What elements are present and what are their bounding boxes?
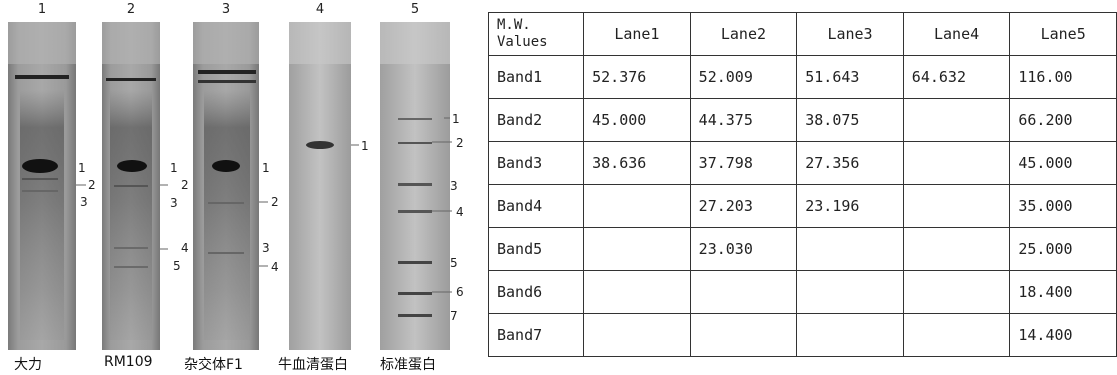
band-label: 4	[181, 241, 189, 255]
lane-3-gel	[193, 22, 259, 350]
value-cell	[902, 270, 1011, 314]
lane-caption: 牛血清蛋白	[278, 357, 348, 373]
value-cell	[902, 98, 1011, 142]
band-label: 3	[170, 196, 178, 210]
lane-1-gel	[8, 22, 76, 350]
value-cell: 25.000	[1009, 227, 1117, 271]
band-label: 1	[361, 139, 369, 153]
column-header: Lane4	[902, 12, 1011, 56]
table-row: Band7 14.400	[487, 313, 1117, 357]
value-cell: 18.400	[1009, 270, 1117, 314]
value-cell: 51.643	[796, 55, 904, 99]
gel-figure: 1 2 3 4 5 大力 RM109 杂交体F1 牛血清蛋白 标准蛋白 1 2 …	[0, 0, 490, 375]
lane-number: 2	[126, 2, 136, 17]
value-cell: 52.009	[689, 55, 798, 99]
value-cell	[796, 313, 904, 357]
value-cell: 45.000	[1009, 141, 1117, 185]
value-cell: 38.075	[796, 98, 904, 142]
value-cell: 52.376	[583, 55, 691, 99]
column-header: Lane2	[689, 12, 798, 56]
row-header-cell: Band6	[487, 270, 585, 314]
table-body: Band1 52.376 52.009 51.643 64.632 116.00 Band2…	[487, 55, 1117, 357]
band-label: 3	[450, 179, 458, 193]
lane-number: 5	[410, 2, 420, 17]
band-label: 7	[450, 309, 458, 323]
band-label: 1	[262, 161, 270, 175]
value-cell: 37.798	[689, 141, 798, 185]
mw-values-table: M.W. Values Lane1 Lane2 Lane3 Lane4 Lane…	[487, 12, 1117, 357]
value-cell	[796, 270, 904, 314]
table-header-row: M.W. Values Lane1 Lane2 Lane3 Lane4 Lane…	[487, 12, 1117, 56]
row-header-cell: Band7	[487, 313, 585, 357]
band-label: 2	[88, 178, 96, 192]
lane-number: 1	[37, 2, 47, 17]
value-cell: 116.00	[1009, 55, 1117, 99]
row-header-cell: Band5	[487, 227, 585, 271]
corner-label-line2: Values	[497, 34, 548, 50]
value-cell	[902, 184, 1011, 228]
value-cell: 66.200	[1009, 98, 1117, 142]
value-cell	[902, 227, 1011, 271]
band-label: 2	[456, 136, 464, 150]
value-cell	[583, 313, 691, 357]
band-label: 1	[78, 161, 86, 175]
lane-caption: 杂交体F1	[184, 357, 243, 373]
row-header-cell: Band2	[487, 98, 585, 142]
table-row: Band5 23.030 25.000	[487, 227, 1117, 271]
value-cell: 23.030	[689, 227, 798, 271]
band-label: 1	[452, 112, 460, 126]
value-cell: 44.375	[689, 98, 798, 142]
value-cell: 23.196	[796, 184, 904, 228]
corner-label-line1: M.W.	[497, 17, 531, 33]
lane-caption: 标准蛋白	[380, 357, 436, 373]
value-cell	[583, 227, 691, 271]
value-cell: 27.356	[796, 141, 904, 185]
band-label: 2	[181, 178, 189, 192]
band-label: 4	[456, 205, 464, 219]
band-label: 2	[271, 195, 279, 209]
row-header-cell: Band1	[487, 55, 585, 99]
lane-5-gel	[380, 22, 450, 350]
band-label: 3	[262, 241, 270, 255]
value-cell: 35.000	[1009, 184, 1117, 228]
lane-number: 4	[315, 2, 325, 17]
value-cell	[583, 184, 691, 228]
lane-4-gel	[289, 22, 351, 350]
gel-image	[8, 22, 452, 350]
band-label: 5	[450, 256, 458, 270]
table-row: Band3 38.636 37.798 27.356 45.000	[487, 141, 1117, 185]
value-cell	[796, 227, 904, 271]
value-cell	[689, 270, 798, 314]
band-label: 1	[170, 161, 178, 175]
value-cell: 27.203	[689, 184, 798, 228]
table-row: Band4 27.203 23.196 35.000	[487, 184, 1117, 228]
lane-number: 3	[221, 2, 231, 17]
value-cell: 45.000	[583, 98, 691, 142]
column-header: Lane1	[583, 12, 691, 56]
value-cell: 14.400	[1009, 313, 1117, 357]
table-row: Band1 52.376 52.009 51.643 64.632 116.00	[487, 55, 1117, 99]
band-label: 3	[80, 195, 88, 209]
band-label: 5	[173, 259, 181, 273]
lane-2-gel	[102, 22, 160, 350]
value-cell	[902, 141, 1011, 185]
table-row: Band2 45.000 44.375 38.075 66.200	[487, 98, 1117, 142]
table-corner-cell: M.W. Values	[487, 12, 585, 56]
row-header-cell: Band4	[487, 184, 585, 228]
value-cell	[583, 270, 691, 314]
table-row: Band6 18.400	[487, 270, 1117, 314]
band-label: 4	[271, 260, 279, 274]
band-label: 6	[456, 285, 464, 299]
column-header: Lane5	[1009, 12, 1117, 56]
value-cell: 64.632	[902, 55, 1011, 99]
lane-caption: RM109	[104, 354, 153, 370]
band-leader-lines	[76, 117, 452, 293]
value-cell	[689, 313, 798, 357]
lane-caption: 大力	[14, 357, 42, 373]
row-header-cell: Band3	[487, 141, 585, 185]
value-cell	[902, 313, 1011, 357]
value-cell: 38.636	[583, 141, 691, 185]
column-header: Lane3	[796, 12, 904, 56]
